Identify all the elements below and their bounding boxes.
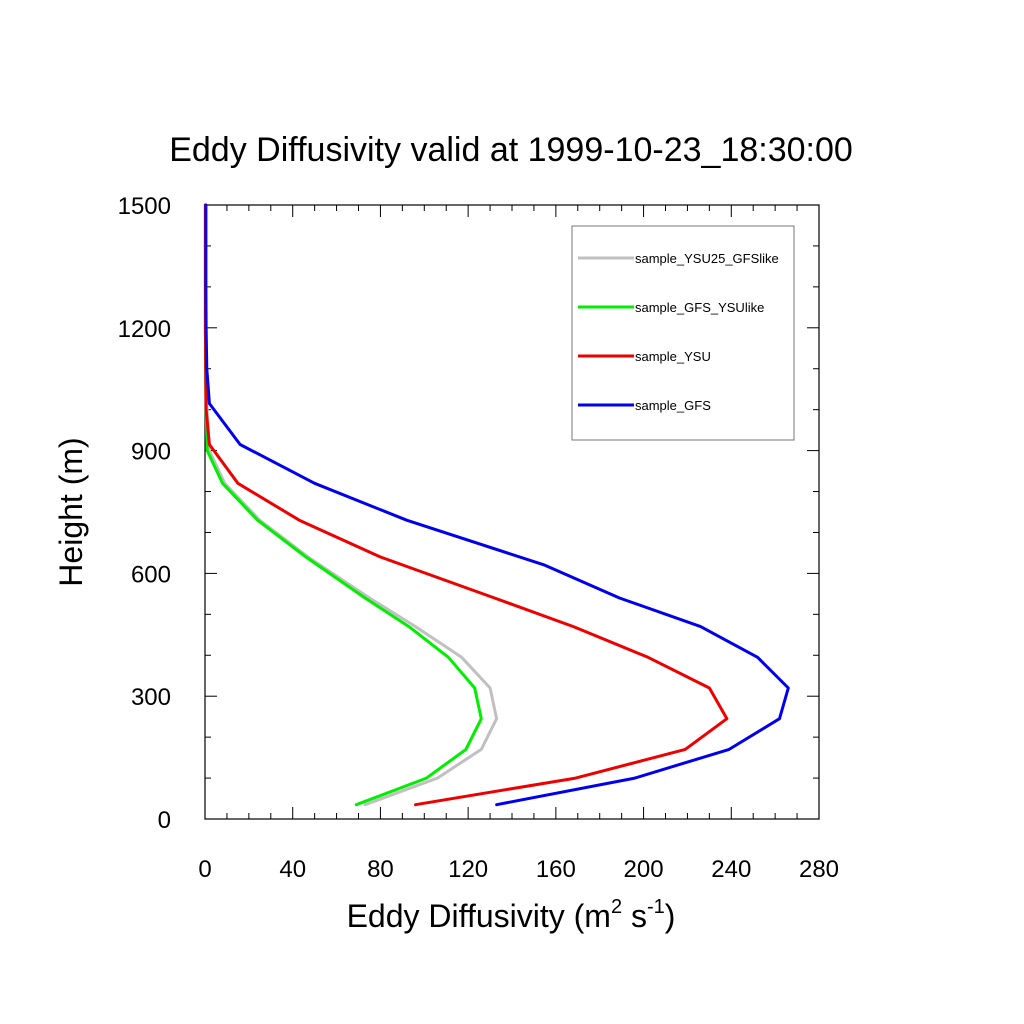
- plot-frame: [204, 204, 820, 820]
- x-axis-label-mid: s: [622, 898, 647, 934]
- legend-label: sample_GFS_YSUlike: [635, 300, 764, 315]
- series-line-4: [204, 203, 790, 807]
- y-tick-label: 300: [131, 684, 171, 711]
- x-tick-label: 80: [367, 856, 394, 883]
- x-tick-label: 280: [799, 856, 839, 883]
- series-lines: [203, 203, 790, 807]
- axis-ticks: 0 40 80 120 160 200 240 280 0 300 600 900 1200 1500: [118, 193, 839, 883]
- y-tick-label: 600: [131, 561, 171, 588]
- x-axis-label-main: Eddy Diffusivity (m: [347, 898, 611, 934]
- legend-label: sample_GFS: [635, 398, 711, 413]
- x-tick-label: 200: [624, 856, 664, 883]
- legend-label: sample_YSU25_GFSlike: [635, 251, 779, 266]
- x-tick-label: 40: [279, 856, 306, 883]
- series-line-1: [203, 203, 499, 807]
- y-tick-label: 0: [158, 807, 171, 834]
- x-tick-label: 120: [448, 856, 488, 883]
- legend-box: [571, 225, 795, 441]
- x-tick-label: 240: [711, 856, 751, 883]
- legend-label: sample_YSU: [635, 349, 711, 364]
- y-tick-label: 1500: [118, 193, 171, 220]
- chart-title: Eddy Diffusivity valid at 1999-10-23_18:…: [169, 131, 853, 169]
- x-axis-label-sup-2: -1: [647, 896, 665, 918]
- x-tick-label: 160: [536, 856, 576, 883]
- y-tick-label: 900: [131, 439, 171, 466]
- x-tick-label: 0: [198, 856, 211, 883]
- y-axis-label: Height (m): [53, 437, 89, 586]
- plot-axes: [204, 204, 820, 820]
- series-line-3: [203, 203, 729, 807]
- x-axis-label: Eddy Diffusivity (m2 s-1): [347, 896, 676, 934]
- x-axis-label-end: ): [665, 898, 676, 934]
- y-tick-label: 1200: [118, 316, 171, 343]
- legend: sample_YSU25_GFSlike sample_GFS_YSUlikesa…: [578, 251, 779, 413]
- x-axis-label-sup-1: 2: [611, 896, 622, 918]
